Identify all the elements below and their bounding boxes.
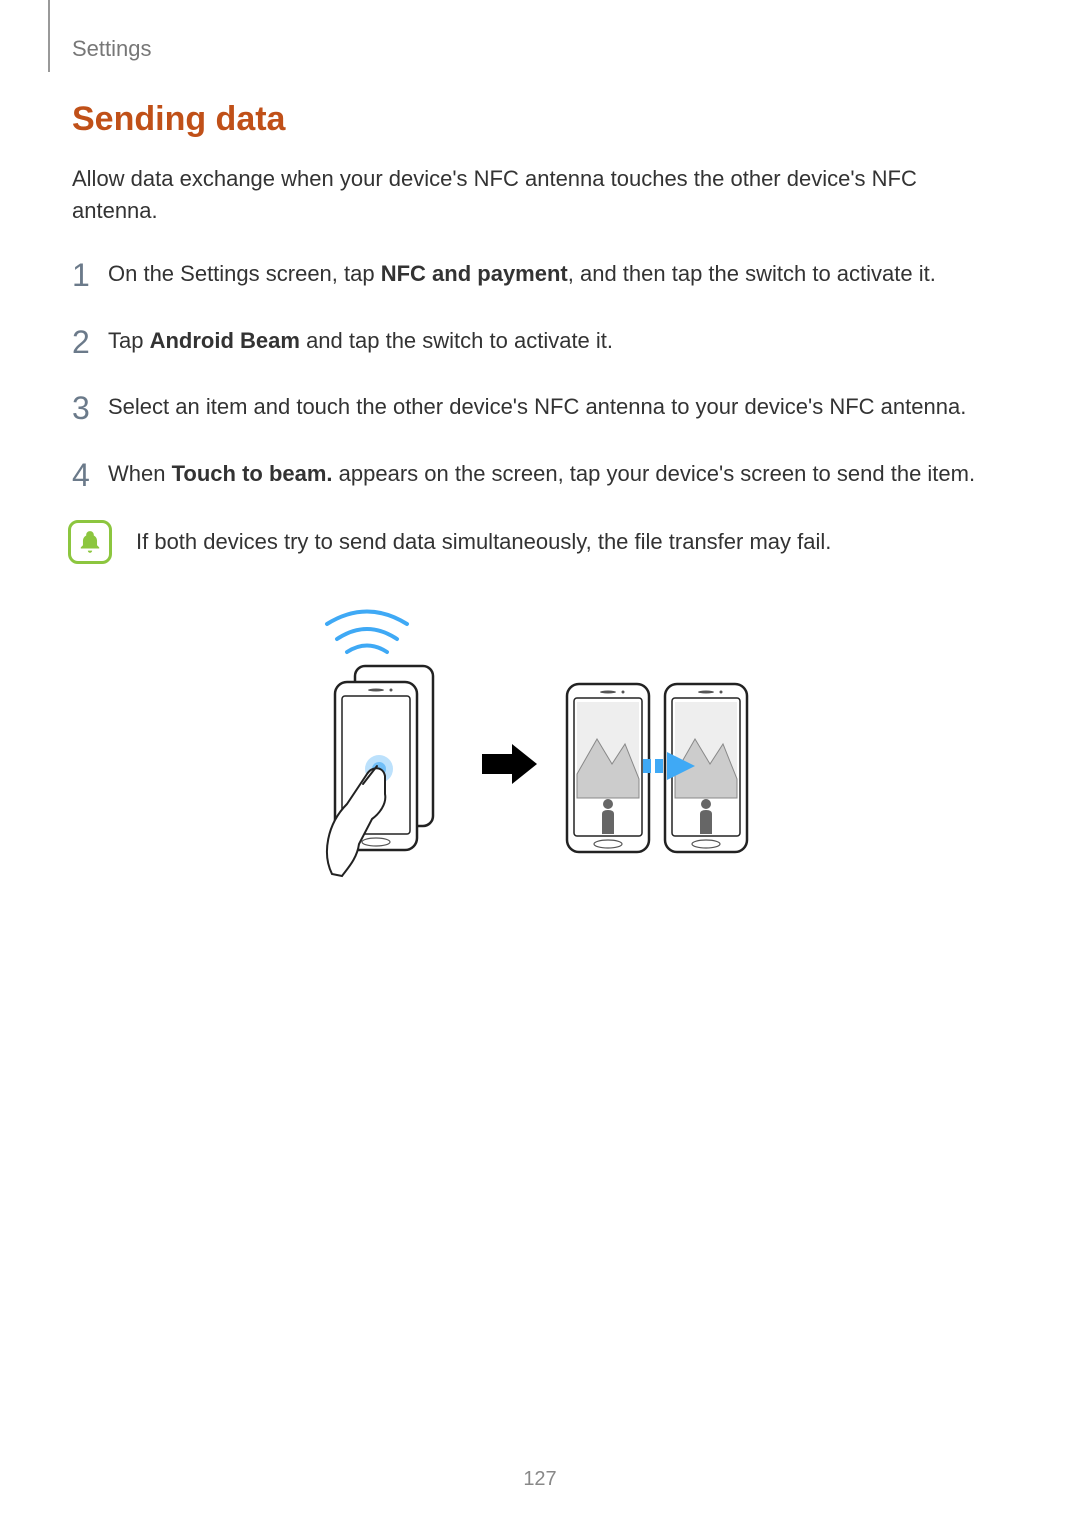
note-row: If both devices try to send data simulta… (72, 520, 1002, 564)
page-edge-marker (48, 0, 50, 72)
step-text: When Touch to beam. appears on the scree… (108, 453, 1002, 490)
section-title: Sending data (72, 100, 1002, 139)
page-number: 127 (0, 1468, 1080, 1491)
step-item: 2 Tap Android Beam and tap the switch to… (72, 320, 1002, 365)
steps-list: 1 On the Settings screen, tap NFC and pa… (72, 253, 1002, 498)
step-number: 1 (72, 253, 108, 298)
step-text: Tap Android Beam and tap the switch to a… (108, 320, 1002, 357)
step-item: 3 Select an item and touch the other dev… (72, 386, 1002, 431)
step-text: Select an item and touch the other devic… (108, 386, 1002, 423)
step-number: 3 (72, 386, 108, 431)
step-number: 2 (72, 320, 108, 365)
intro-paragraph: Allow data exchange when your device's N… (72, 163, 1002, 227)
bell-icon (77, 529, 103, 555)
note-icon (68, 520, 112, 564)
note-text: If both devices try to send data simulta… (112, 527, 831, 558)
breadcrumb: Settings (72, 36, 152, 62)
step-item: 1 On the Settings screen, tap NFC and pa… (72, 253, 1002, 298)
step-number: 4 (72, 453, 108, 498)
main-content: Sending data Allow data exchange when yo… (72, 100, 1002, 914)
step-item: 4 When Touch to beam. appears on the scr… (72, 453, 1002, 498)
step-text: On the Settings screen, tap NFC and paym… (108, 253, 1002, 290)
nfc-beam-illustration (287, 594, 787, 914)
